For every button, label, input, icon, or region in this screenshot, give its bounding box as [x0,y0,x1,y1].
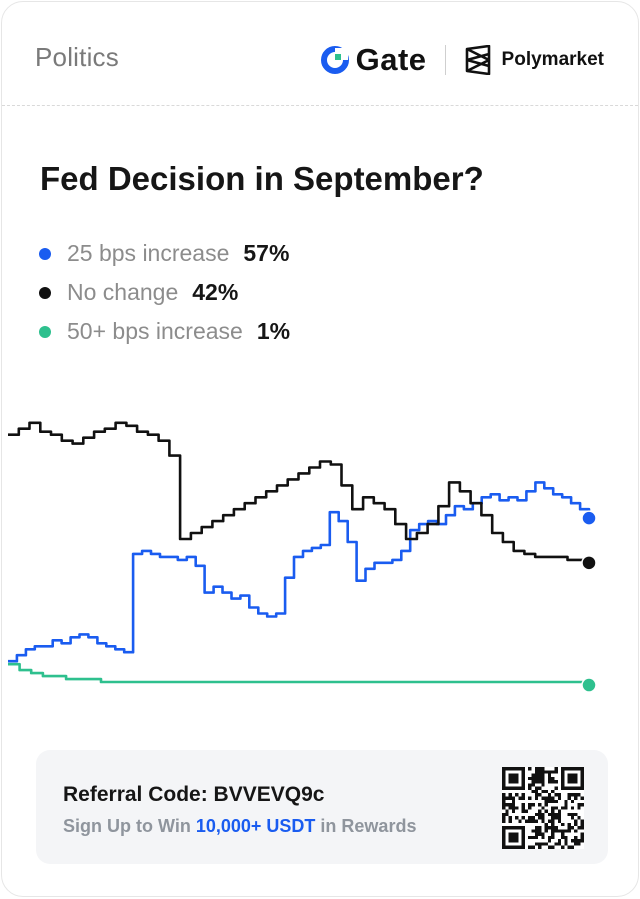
polymarket-logo-icon [465,45,490,75]
qr-code-icon[interactable] [502,767,584,849]
polymarket-brand-name: Polymarket [501,49,604,70]
probability-line-chart [8,421,597,693]
series-endpoint-1 [581,555,597,571]
legend-dot-green [39,325,51,338]
referral-label: Referral Code: [63,783,208,806]
legend-item-50bps: 50+ bps increase 1% [39,312,290,351]
legend-dot-black [39,286,51,299]
referral-sub-prefix: Sign Up to Win [63,816,191,836]
brand-logos: Gate Polymarket [320,40,604,80]
market-title: Fed Decision in September? [40,160,484,197]
legend-name: 25 bps increase [67,240,230,266]
legend-value: 1% [256,318,291,344]
series-line-2 [8,662,591,685]
series-endpoint-2 [581,677,597,693]
legend-item-25bps: 25 bps increase 57% [39,234,290,273]
category-label: Politics [35,42,119,72]
card-header: Politics Gate Polymarket [2,2,638,106]
referral-reward-highlight: 10,000+ USDT [195,816,316,836]
legend-item-no-change: No change 42% [39,273,290,312]
gate-brand-name: Gate [355,42,427,77]
series-line-1 [8,421,591,563]
legend-name: 50+ bps increase [67,318,243,344]
referral-panel: Referral Code: BVVEVQ9c Sign Up to Win 1… [36,750,608,864]
referral-sub-suffix: in Rewards [320,816,417,836]
referral-code-value[interactable]: BVVEVQ9c [213,783,325,806]
referral-code-text: Referral Code: BVVEVQ9c [63,783,324,807]
brand-divider [444,45,446,75]
gate-logo-icon [320,46,349,74]
legend-value: 42% [192,279,239,305]
chart-legend: 25 bps increase 57% No change 42% 50+ bp… [39,234,290,351]
series-line-0 [8,481,591,663]
series-endpoint-0 [581,510,597,526]
legend-dot-blue [39,247,51,260]
legend-name: No change [67,279,179,305]
legend-value: 57% [243,240,290,266]
referral-subtext: Sign Up to Win 10,000+ USDT in Rewards [63,816,416,837]
